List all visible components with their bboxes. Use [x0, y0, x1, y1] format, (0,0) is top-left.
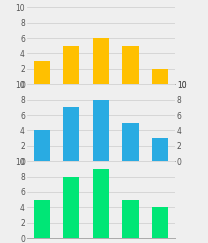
Bar	[93, 169, 109, 238]
Bar	[63, 177, 79, 238]
Bar	[93, 38, 109, 84]
Bar	[34, 130, 50, 161]
Bar	[152, 207, 168, 238]
Bar	[152, 138, 168, 161]
Bar	[34, 200, 50, 238]
Bar	[93, 100, 109, 161]
Bar	[63, 107, 79, 161]
Bar	[122, 200, 139, 238]
Bar	[122, 123, 139, 161]
Bar	[63, 46, 79, 84]
Bar	[34, 61, 50, 84]
Bar	[122, 46, 139, 84]
Bar	[152, 69, 168, 84]
